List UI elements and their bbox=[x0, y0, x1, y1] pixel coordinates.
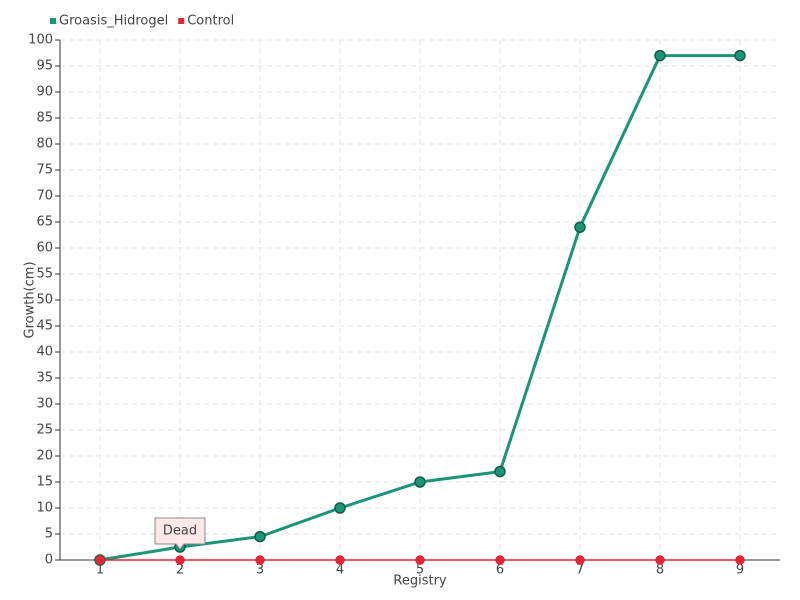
y-tick-label: 15 bbox=[36, 475, 53, 490]
y-tick-label: 45 bbox=[36, 319, 53, 334]
data-point bbox=[335, 555, 345, 565]
y-tick-label: 65 bbox=[36, 215, 53, 230]
y-tick-label: 85 bbox=[36, 111, 53, 126]
x-tick-label: 7 bbox=[576, 563, 584, 578]
annotation-box bbox=[154, 517, 206, 550]
data-point bbox=[95, 555, 105, 565]
legend-swatch bbox=[178, 18, 185, 24]
x-tick-label: 2 bbox=[176, 563, 184, 578]
y-tick-label: 25 bbox=[36, 423, 53, 438]
data-point bbox=[254, 530, 266, 543]
x-tick-label: 8 bbox=[656, 563, 664, 578]
data-point bbox=[175, 555, 185, 565]
y-tick-label: 55 bbox=[36, 267, 53, 282]
data-point bbox=[495, 555, 505, 565]
y-tick-label: 35 bbox=[36, 371, 53, 386]
y-tick-label: 70 bbox=[36, 189, 53, 204]
annotation-text: Dead bbox=[163, 524, 197, 539]
y-tick-label: 0 bbox=[45, 553, 53, 568]
data-point bbox=[414, 476, 426, 488]
y-tick-label: 75 bbox=[36, 163, 53, 178]
data-point bbox=[255, 555, 265, 565]
y-tick-label: 30 bbox=[36, 397, 53, 412]
y-tick-label: 80 bbox=[36, 137, 53, 152]
data-point bbox=[574, 221, 586, 233]
x-tick-label: 5 bbox=[416, 563, 424, 578]
y-tick-label: 60 bbox=[36, 241, 53, 256]
x-tick-label: 4 bbox=[336, 563, 344, 578]
data-point bbox=[735, 555, 745, 565]
data-point bbox=[415, 555, 425, 565]
x-tick-label: 3 bbox=[256, 563, 264, 578]
x-axis-label: Registry bbox=[393, 574, 447, 589]
x-tick-label: 6 bbox=[496, 563, 504, 578]
y-tick-label: 50 bbox=[36, 293, 53, 308]
legend-swatch bbox=[50, 18, 56, 24]
y-tick-label: 90 bbox=[36, 85, 53, 100]
x-tick-label: 1 bbox=[96, 563, 104, 578]
data-point bbox=[494, 465, 506, 478]
data-point bbox=[654, 49, 666, 62]
data-point bbox=[734, 49, 746, 62]
y-tick-label: 5 bbox=[45, 527, 53, 542]
data-point bbox=[575, 555, 585, 565]
data-point bbox=[655, 555, 665, 565]
x-tick-label: 9 bbox=[736, 563, 744, 578]
y-tick-label: 95 bbox=[36, 59, 53, 74]
y-tick-label: 100 bbox=[28, 33, 53, 48]
data-point bbox=[334, 502, 346, 514]
y-tick-label: 40 bbox=[36, 345, 53, 360]
y-tick-label: 20 bbox=[36, 449, 53, 464]
y-axis-label: Growth(cm) bbox=[23, 261, 38, 338]
legend-label: Control bbox=[187, 14, 234, 29]
y-tick-label: 10 bbox=[36, 501, 53, 516]
legend-label: Groasis_Hidrogel bbox=[59, 14, 168, 29]
